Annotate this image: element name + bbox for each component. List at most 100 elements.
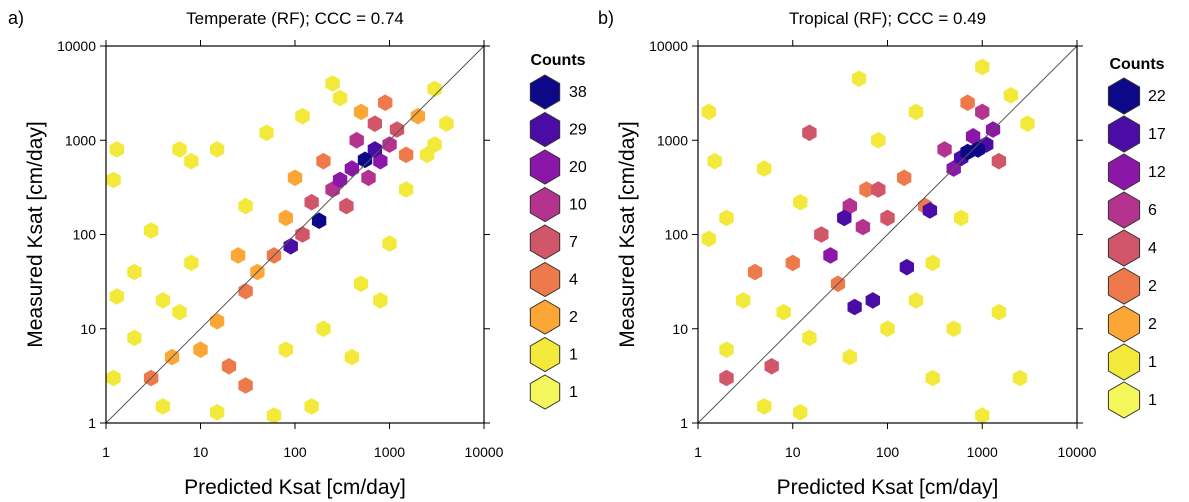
x-tick-label: 100 <box>876 444 900 460</box>
legend-swatch <box>529 186 561 223</box>
hexbin-cell <box>172 303 187 321</box>
hexbin-cell <box>823 247 838 264</box>
legend-level-label: 29 <box>569 122 587 139</box>
chart-title: Tropical (RF); CCC = 0.49 <box>789 9 986 28</box>
hexbin-cell <box>719 341 734 358</box>
x-tick-label: 1000 <box>374 444 405 460</box>
hexbin-cell <box>106 171 121 189</box>
hexbin-cell <box>127 263 142 281</box>
legend-swatch <box>1107 115 1141 153</box>
hexbin-cell <box>880 209 895 227</box>
y-tick-label: 1000 <box>657 132 688 148</box>
hexbin-cell <box>899 258 914 276</box>
y-tick-label: 10000 <box>57 38 96 54</box>
hexbin-cell <box>349 131 364 149</box>
hexbin-cell <box>295 226 310 243</box>
y-tick-label: 10 <box>80 321 96 337</box>
hexbin-cell <box>332 89 348 107</box>
y-tick-label: 100 <box>665 227 689 243</box>
hexbin-cell <box>184 254 199 272</box>
hexbin-cell <box>193 341 208 358</box>
legend-level-label: 7 <box>569 234 578 251</box>
hexbin-cell <box>975 103 990 121</box>
hexbin-cell <box>922 202 938 219</box>
legend-swatch <box>1107 305 1141 343</box>
legend-level-label: 1 <box>569 347 578 364</box>
chart-panel-b: 1 10 100 1000 10000 1 10 100 1000 10000 Tropical (… <box>598 8 1166 499</box>
hexbin-cell <box>925 254 940 272</box>
panel-label: b) <box>598 8 614 28</box>
legend-swatch <box>529 224 561 260</box>
hexbin-cell <box>427 80 442 98</box>
legend-level-label: 2 <box>1148 316 1157 333</box>
chart-title: Temperate (RF); CCC = 0.74 <box>186 9 404 28</box>
x-tick-label: 10 <box>193 444 209 460</box>
legend-level-label: 20 <box>569 159 587 176</box>
hexbin-cell <box>367 141 382 158</box>
legend-swatch <box>529 111 561 148</box>
hexbin-cell <box>946 320 961 338</box>
hexbin-cell <box>871 181 886 198</box>
hexbin-cell <box>184 152 199 170</box>
hexbin-cell <box>1020 115 1035 132</box>
legend-level-label: 4 <box>569 272 578 289</box>
hexbin-cell <box>802 329 817 347</box>
legend-swatch <box>1107 229 1141 267</box>
hexbin-cell <box>975 407 990 423</box>
legend-swatch <box>1107 191 1141 229</box>
hexbin-cell <box>382 235 397 252</box>
hexbin-cell <box>332 171 348 189</box>
hexbin-cell <box>439 115 454 132</box>
hexbin-cell <box>278 341 293 358</box>
hexbin-cell <box>419 146 435 164</box>
hexbin-cell <box>1003 87 1018 104</box>
legend-swatch <box>1107 77 1141 115</box>
legend-swatch <box>529 374 561 410</box>
x-tick-label: 100 <box>283 444 307 460</box>
hexbin-cell <box>373 292 388 309</box>
hexbin-cell <box>960 94 975 111</box>
hexbin-cell <box>399 146 414 164</box>
hexbin-layer <box>701 58 1035 423</box>
hexbin-cell <box>991 152 1007 170</box>
hexbin-cell <box>719 209 734 227</box>
legend-level-label: 6 <box>1148 202 1157 219</box>
legend-swatch <box>1107 267 1141 305</box>
y-tick-label: 100 <box>73 227 97 243</box>
legend-swatch <box>529 336 561 373</box>
hexbin-cell <box>304 193 319 211</box>
hexbin-cell <box>325 75 340 92</box>
hexbin-cell <box>814 226 829 243</box>
hexbin-cell <box>975 58 990 76</box>
y-tick-label: 10 <box>672 321 688 337</box>
hexbin-cell <box>361 169 376 187</box>
y-tick-label: 1 <box>680 415 688 431</box>
x-tick-label: 1000 <box>967 444 998 460</box>
hexbin-cell <box>339 197 354 215</box>
legend-level-label: 1 <box>1148 354 1157 371</box>
hexbin-cell <box>865 292 880 309</box>
hexbin-cell <box>106 369 121 387</box>
hexbin-cell <box>851 70 867 87</box>
hexbin-cell <box>859 181 874 198</box>
hexbin-cell <box>793 193 808 211</box>
hexbin-cell <box>344 160 360 177</box>
hexbin-cell <box>410 107 426 125</box>
legend-level-label: 2 <box>569 309 578 326</box>
legend-swatch <box>529 149 561 185</box>
hexbin-cell <box>747 263 763 281</box>
y-tick-label: 1 <box>88 415 96 431</box>
hexbin-cell <box>127 329 142 347</box>
hexbin-cell <box>238 282 253 300</box>
hexbin-cell <box>172 141 187 158</box>
legend-level-label: 17 <box>1148 126 1166 143</box>
hexbin-cell <box>842 348 857 366</box>
hexbin-cell <box>736 292 751 309</box>
hexbin-cell <box>855 218 871 236</box>
hexbin-cell <box>221 358 237 375</box>
hexbin-cell <box>764 358 779 375</box>
hexbin-cell <box>842 197 857 215</box>
hexbin-cell <box>701 230 716 248</box>
